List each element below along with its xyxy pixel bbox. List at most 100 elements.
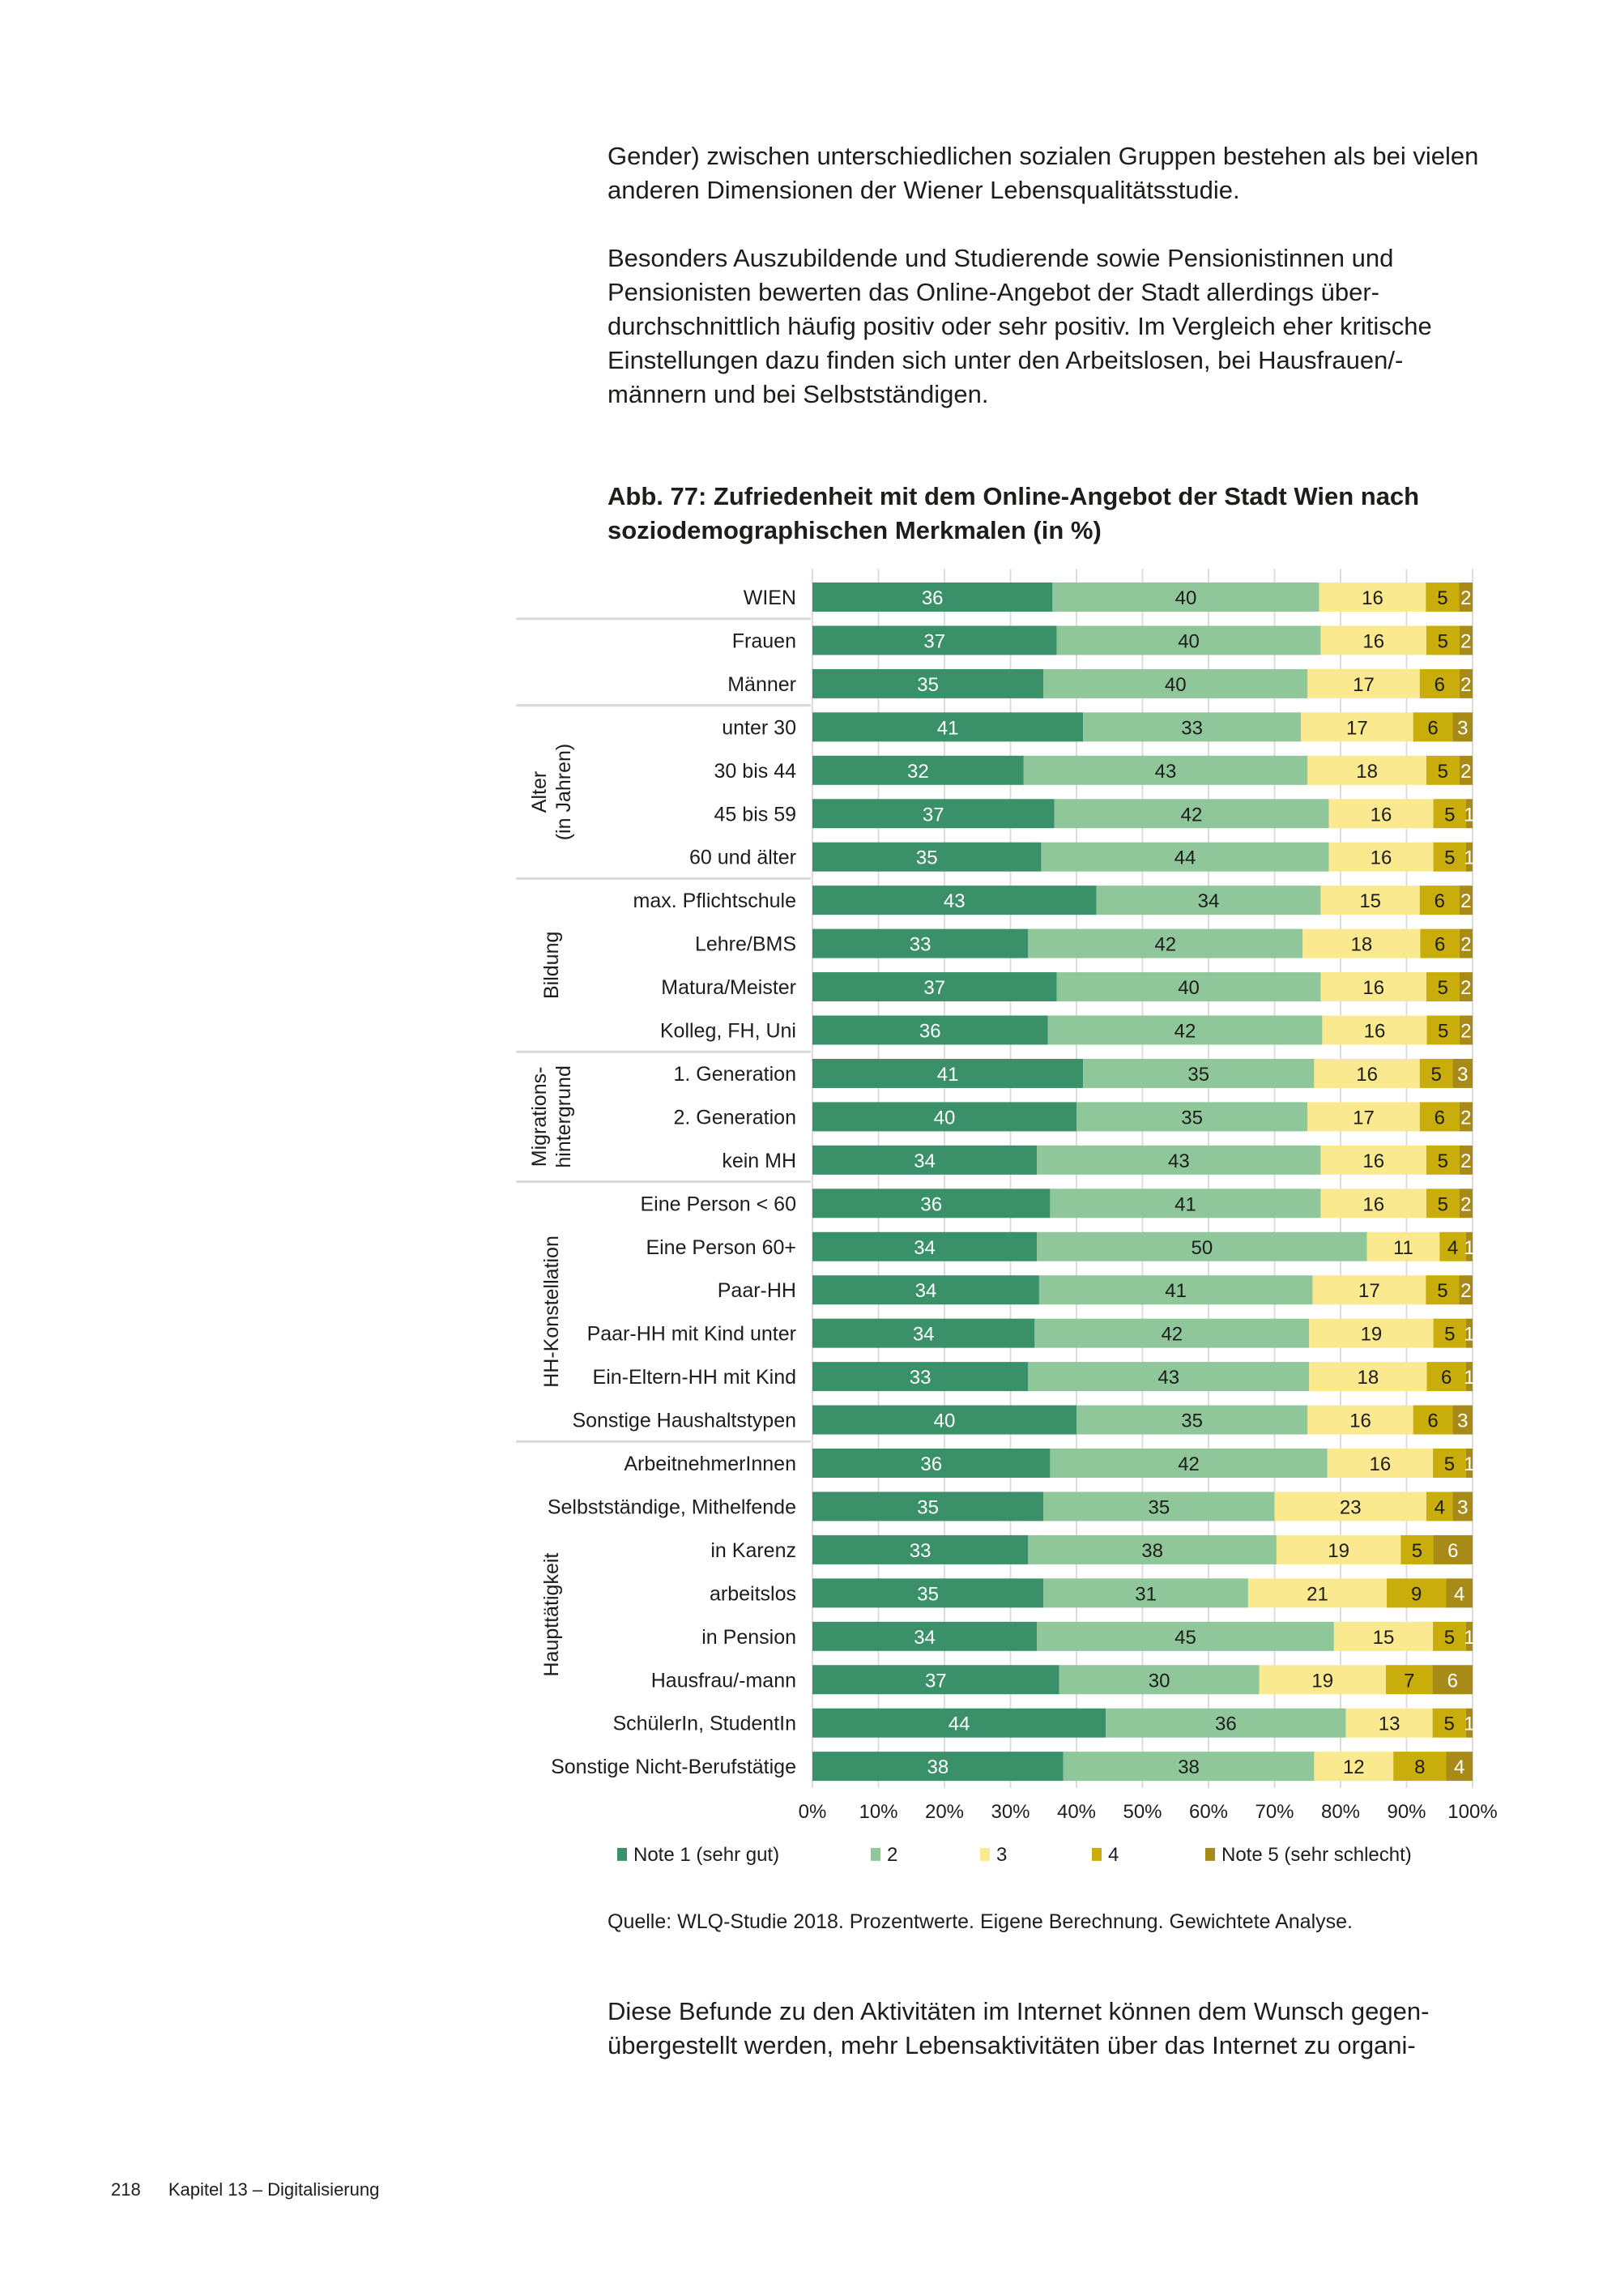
value-label: 17 xyxy=(1346,717,1368,739)
value-label: 5 xyxy=(1437,587,1447,609)
x-tick-label: 60% xyxy=(1189,1801,1228,1823)
value-label: 3 xyxy=(1457,1496,1468,1518)
category-label: Ein-Eltern-HH mit Kind xyxy=(593,1366,796,1389)
category-label: Hausfrau/-mann xyxy=(651,1669,796,1692)
category-label: ArbeitnehmerInnen xyxy=(624,1453,796,1475)
value-label: 16 xyxy=(1370,1453,1392,1475)
bar-segment xyxy=(1096,886,1321,915)
bar-segment xyxy=(812,972,1057,1002)
category-label: 2. Generation xyxy=(674,1106,797,1129)
bar-segment xyxy=(812,1058,1084,1088)
bar-segment xyxy=(1433,799,1466,829)
value-label: 2 xyxy=(1460,674,1471,696)
value-label: 1 xyxy=(1464,1237,1474,1259)
value-label: 4 xyxy=(1454,1583,1464,1605)
legend-label: 4 xyxy=(1108,1844,1119,1866)
value-label: 13 xyxy=(1379,1713,1400,1735)
bar-segment xyxy=(1465,1318,1473,1348)
value-label: 43 xyxy=(1155,761,1177,783)
bar-segment xyxy=(1309,1318,1434,1348)
bar-segment xyxy=(812,1362,1029,1392)
bar-segment xyxy=(1432,1708,1466,1738)
value-label: 38 xyxy=(1141,1540,1163,1562)
bar-segment xyxy=(812,1015,1048,1045)
value-label: 1 xyxy=(1464,1367,1474,1389)
value-label: 16 xyxy=(1362,1150,1384,1172)
bar-segment xyxy=(1465,1362,1473,1392)
bar-segment xyxy=(1419,886,1460,915)
x-tick-label: 10% xyxy=(859,1801,897,1823)
bar-segment xyxy=(1426,1275,1460,1305)
bar-segment xyxy=(1320,1145,1426,1175)
value-label: 2 xyxy=(1460,1021,1471,1043)
bar-segment xyxy=(1302,928,1421,958)
bar-segment xyxy=(812,1534,1029,1564)
value-label: 43 xyxy=(1157,1367,1179,1389)
value-label: 3 xyxy=(1457,1410,1468,1432)
bar-segment xyxy=(1056,625,1321,655)
chart-title: Abb. 77: Zufriedenheit mit dem Online-An… xyxy=(608,482,1420,544)
value-label: 41 xyxy=(1165,1280,1187,1302)
bar-segment xyxy=(1452,712,1473,742)
bar-segment xyxy=(1465,799,1473,829)
bar-segment xyxy=(1059,1665,1260,1695)
value-label: 12 xyxy=(1343,1756,1365,1778)
group-label-line: (in Jahren) xyxy=(552,744,575,841)
bar-segment xyxy=(1426,972,1460,1002)
x-tick-label: 90% xyxy=(1387,1801,1426,1823)
value-label: 6 xyxy=(1447,1670,1458,1692)
bar-segment xyxy=(1043,1492,1275,1521)
bar-segment xyxy=(1387,1578,1447,1608)
category-label: Paar-HH mit Kind unter xyxy=(587,1323,796,1346)
value-label: 30 xyxy=(1149,1670,1170,1692)
bar-segment xyxy=(1043,668,1308,698)
value-label: 4 xyxy=(1454,1756,1464,1778)
bar-segment xyxy=(812,668,1044,698)
category-label: Lehre/BMS xyxy=(695,933,796,956)
value-label: 1 xyxy=(1464,847,1474,869)
bar-segment xyxy=(1459,1189,1473,1218)
bar-segment xyxy=(812,1145,1038,1175)
value-label: 50 xyxy=(1191,1237,1213,1259)
bar-segment xyxy=(1023,755,1308,785)
bar-segment xyxy=(1050,1189,1321,1218)
value-label: 18 xyxy=(1358,1367,1379,1389)
bar-segment xyxy=(1459,1102,1473,1132)
x-tick-label: 70% xyxy=(1255,1801,1294,1823)
intro-paragraph-1: Gender) zwischen unterschiedlichen sozia… xyxy=(608,142,1479,204)
value-label: 37 xyxy=(923,804,944,826)
bar-segment xyxy=(1433,1621,1466,1651)
bar-segment xyxy=(1328,799,1434,829)
value-label: 40 xyxy=(1178,977,1200,999)
bar-segment xyxy=(1433,842,1466,872)
value-label: 16 xyxy=(1356,1064,1378,1086)
bar-segment xyxy=(1452,1058,1473,1088)
value-label: 34 xyxy=(1198,890,1220,912)
category-label: Matura/Meister xyxy=(661,976,796,999)
category-labels: WIEN Frauen Männer unter 30 30 bis 44 45 bis … xyxy=(548,587,796,1778)
value-label: 35 xyxy=(1181,1410,1203,1432)
x-axis-ticks: 0% 10% 20% 30% 40% 50% 60% 70% 80% 90% 100% xyxy=(799,1801,1498,1823)
value-label: 41 xyxy=(1174,1193,1196,1215)
value-label: 16 xyxy=(1364,1021,1386,1043)
bar-segment xyxy=(812,1621,1038,1651)
chapter-label: Kapitel 13 – Digitalisierung xyxy=(168,2179,380,2200)
bar-segment xyxy=(1314,1058,1420,1088)
category-label: WIEN xyxy=(744,587,796,609)
bar-segment xyxy=(812,1231,1038,1261)
value-label: 5 xyxy=(1438,977,1448,999)
bar-segment xyxy=(1327,1449,1434,1478)
bar-segment xyxy=(812,842,1042,872)
bar-segment xyxy=(812,1275,1039,1305)
group-label-line: Haupttätigkeit xyxy=(540,1553,563,1677)
bar-segment xyxy=(1038,1275,1313,1305)
value-label: 6 xyxy=(1427,717,1438,739)
group-label-line: Bildung xyxy=(540,932,563,999)
value-label: 42 xyxy=(1178,1453,1200,1475)
bar-segment xyxy=(1076,1102,1308,1132)
value-label: 37 xyxy=(923,977,945,999)
value-label: 40 xyxy=(934,1107,956,1129)
value-label: 36 xyxy=(922,587,944,609)
bar-segment xyxy=(1345,1708,1433,1738)
bar-segment xyxy=(1459,668,1473,698)
